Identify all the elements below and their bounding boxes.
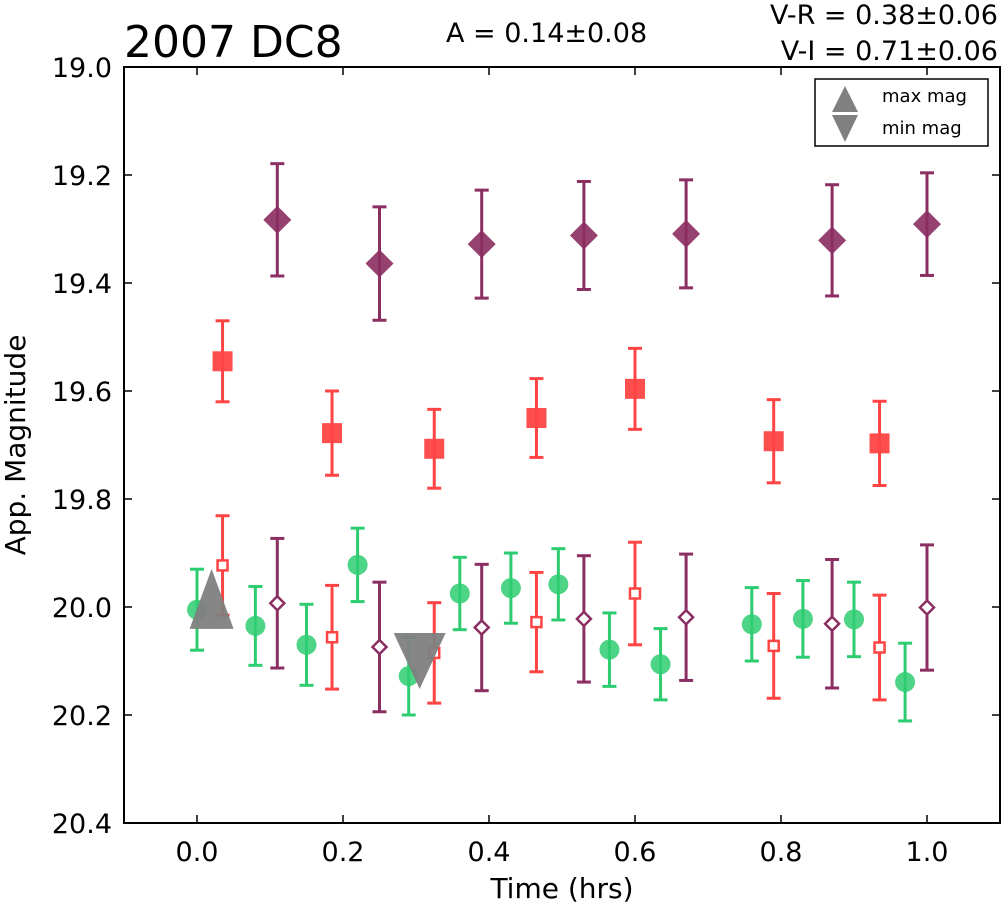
x-tick-label: 0.8 [760, 837, 803, 868]
data-point-square-open [216, 559, 229, 572]
data-point-circle [296, 634, 317, 655]
data-point-diamond-open [472, 618, 491, 637]
data-point-diamond-open [575, 610, 593, 628]
data-point-square-open [530, 615, 543, 629]
data-marks [187, 162, 941, 723]
data-point-circle [792, 608, 813, 629]
legend-label-max-mag: max mag [882, 86, 967, 107]
data-point-circle [895, 672, 916, 693]
legend-max-mag-marker [832, 86, 858, 112]
y-tick-label: 19.4 [52, 269, 112, 300]
amplitude-annotation: A = 0.14±0.08 [446, 18, 647, 49]
data-point-square [763, 431, 784, 452]
y-tick-label: 20.4 [52, 809, 112, 840]
legend-min-mag-marker [832, 115, 858, 142]
data-point-circle [844, 609, 864, 630]
plot-frame [123, 66, 1001, 824]
data-point-square-open [767, 639, 780, 653]
data-point-diamond-open [677, 608, 695, 627]
y-tick-label: 19.6 [52, 377, 112, 408]
x-tick-label: 1.0 [906, 837, 949, 868]
data-point-circle [599, 639, 620, 660]
data-point-diamond-open [370, 638, 389, 656]
y-tick-label: 19.2 [52, 161, 112, 192]
x-tick-label: 0.6 [614, 837, 657, 868]
data-point-square-open [628, 587, 642, 600]
data-point-circle [245, 615, 266, 636]
data-point-diamond-open [823, 614, 841, 633]
legend: max mag min mag [814, 78, 989, 147]
y-tick-label: 20.0 [52, 593, 112, 624]
max-mag-marker [189, 568, 234, 629]
data-point-diamond [467, 230, 496, 259]
min-mag-marker [393, 633, 446, 689]
data-point-circle [548, 574, 569, 595]
data-point-diamond [818, 226, 847, 255]
data-point-circle [741, 614, 762, 635]
data-point-square-open [873, 641, 886, 654]
y-tick-label: 19.8 [52, 485, 112, 516]
data-point-square [526, 408, 547, 428]
data-point-diamond [365, 249, 394, 278]
data-point-circle [500, 578, 521, 599]
data-point-square [625, 378, 645, 399]
x-axis-label: Time (hrs) [489, 872, 633, 904]
y-tick-label: 19.0 [52, 53, 112, 84]
x-axis-ticks: 0.0 0.2 0.4 0.6 0.8 1.0 [176, 67, 949, 868]
data-point-circle [347, 554, 368, 575]
y-axis-ticks: 19.0 19.2 19.4 19.6 19.8 20.0 20.2 20.4 [52, 53, 1000, 840]
v-r-annotation: V-R = 0.38±0.06 [770, 0, 998, 31]
y-tick-label: 20.2 [52, 701, 112, 732]
y-axis-label: App. Magnitude [0, 335, 32, 556]
data-point-diamond [263, 205, 292, 234]
data-point-diamond-open [918, 598, 936, 617]
data-point-diamond [672, 219, 701, 248]
data-point-circle [650, 654, 671, 675]
data-point-diamond-open [268, 594, 287, 612]
chart-title: 2007 DC8 [124, 17, 343, 68]
data-point-diamond [569, 221, 598, 250]
data-point-square [322, 423, 343, 444]
data-point-circle [449, 583, 470, 604]
data-point-square [869, 433, 890, 454]
legend-label-min-mag: min mag [882, 118, 962, 139]
data-point-square [424, 438, 445, 459]
data-point-square [212, 351, 233, 372]
v-i-annotation: V-I = 0.71±0.06 [781, 36, 998, 67]
data-point-diamond [913, 210, 941, 239]
data-point-square-open [325, 630, 339, 644]
x-tick-label: 0.2 [322, 837, 365, 868]
x-tick-label: 0.4 [468, 837, 511, 868]
x-tick-label: 0.0 [176, 837, 219, 868]
